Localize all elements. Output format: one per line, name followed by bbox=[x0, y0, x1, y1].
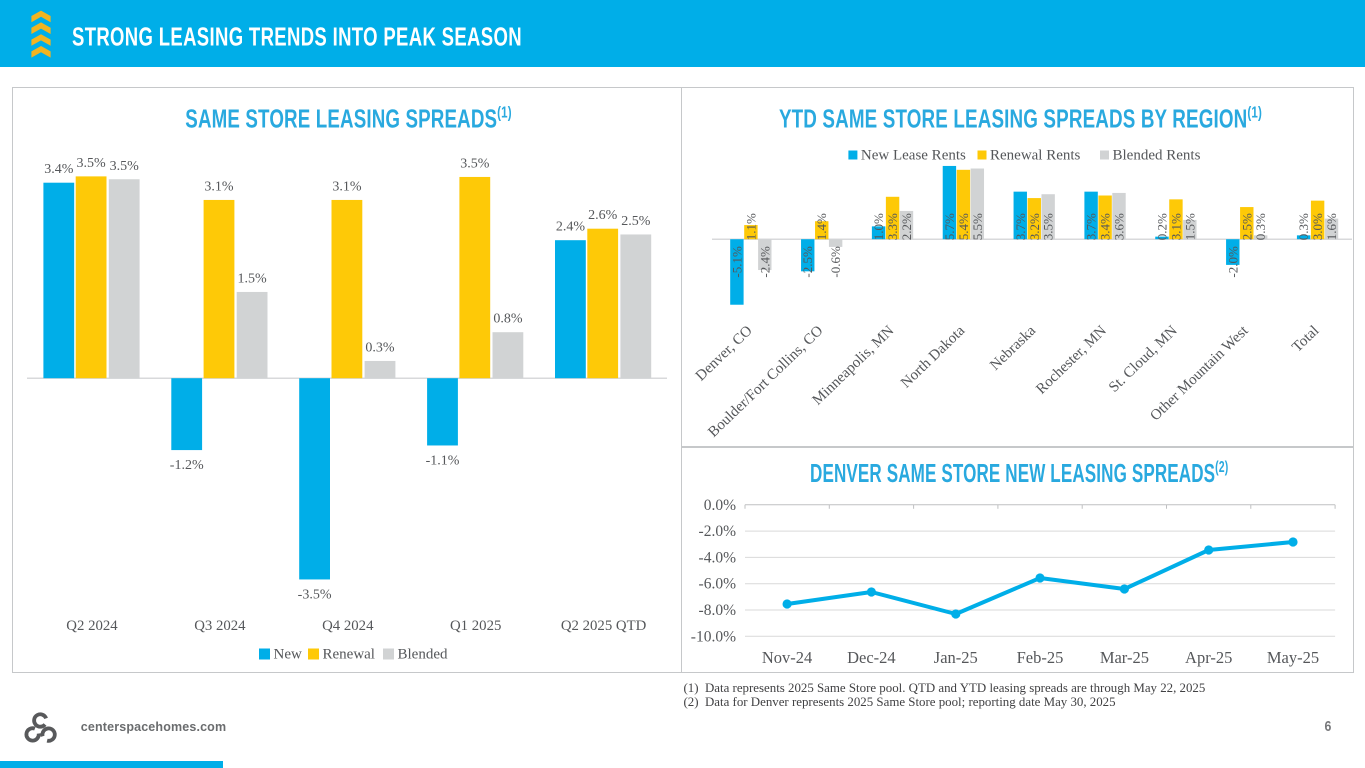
svg-text:3.2%: 3.2% bbox=[1027, 213, 1042, 240]
svg-text:3.5%: 3.5% bbox=[1041, 213, 1056, 240]
svg-text:centerspacehomes.com: centerspacehomes.com bbox=[81, 720, 226, 734]
svg-text:Q2 2025 QTD: Q2 2025 QTD bbox=[561, 618, 647, 634]
svg-text:Nebraska: Nebraska bbox=[987, 323, 1039, 374]
svg-text:-1.1%: -1.1% bbox=[426, 454, 460, 469]
svg-text:3.0%: 3.0% bbox=[1310, 213, 1325, 240]
svg-text:-2.4%: -2.4% bbox=[757, 246, 772, 278]
svg-text:North Dakota: North Dakota bbox=[898, 323, 968, 392]
svg-text:3.7%: 3.7% bbox=[1013, 213, 1028, 240]
svg-text:New Lease Rents: New Lease Rents bbox=[861, 148, 966, 164]
svg-text:Rochester, MN: Rochester, MN bbox=[1033, 323, 1110, 398]
svg-text:-4.0%: -4.0% bbox=[699, 549, 737, 566]
svg-text:St. Cloud, MN: St. Cloud, MN bbox=[1106, 323, 1181, 396]
svg-text:-6.0%: -6.0% bbox=[699, 576, 737, 593]
svg-text:2.6%: 2.6% bbox=[588, 208, 618, 223]
svg-text:2.5%: 2.5% bbox=[1239, 213, 1254, 240]
svg-text:Nov-24: Nov-24 bbox=[762, 648, 812, 667]
svg-text:Mar-25: Mar-25 bbox=[1100, 648, 1149, 667]
svg-text:2.5%: 2.5% bbox=[621, 214, 651, 229]
svg-text:6: 6 bbox=[1325, 718, 1332, 734]
svg-text:-3.5%: -3.5% bbox=[298, 588, 332, 603]
svg-text:SAME STORE LEASING SPREADS(1): SAME STORE LEASING SPREADS(1) bbox=[185, 103, 511, 134]
svg-text:3.1%: 3.1% bbox=[332, 179, 362, 194]
svg-text:-5.1%: -5.1% bbox=[729, 246, 744, 278]
svg-text:0.2%: 0.2% bbox=[1154, 213, 1169, 240]
svg-text:-1.2%: -1.2% bbox=[170, 458, 204, 473]
svg-text:3.5%: 3.5% bbox=[460, 156, 490, 171]
svg-text:2.2%: 2.2% bbox=[899, 213, 914, 240]
svg-text:DENVER SAME STORE NEW LEASING: DENVER SAME STORE NEW LEASING SPREADS(2) bbox=[810, 458, 1228, 488]
svg-text:5.5%: 5.5% bbox=[970, 213, 985, 240]
svg-text:3.6%: 3.6% bbox=[1112, 213, 1127, 240]
svg-text:3.1%: 3.1% bbox=[1168, 213, 1183, 240]
svg-text:3.5%: 3.5% bbox=[110, 159, 140, 174]
svg-text:1.1%: 1.1% bbox=[743, 213, 758, 240]
svg-text:-2.0%: -2.0% bbox=[699, 523, 737, 540]
svg-text:May-25: May-25 bbox=[1267, 648, 1319, 667]
svg-text:Q3 2024: Q3 2024 bbox=[194, 618, 246, 634]
svg-text:0.3%: 0.3% bbox=[365, 340, 395, 355]
svg-text:Total: Total bbox=[1289, 323, 1322, 356]
svg-text:5.4%: 5.4% bbox=[956, 213, 971, 240]
svg-text:1.0%: 1.0% bbox=[871, 213, 886, 240]
svg-text:2.4%: 2.4% bbox=[556, 220, 586, 235]
svg-text:-2.5%: -2.5% bbox=[800, 246, 815, 278]
svg-text:-10.0%: -10.0% bbox=[691, 628, 736, 645]
svg-text:1.4%: 1.4% bbox=[814, 213, 829, 240]
svg-text:(1) Data represents 2025 Same: (1) Data represents 2025 Same Store pool… bbox=[684, 681, 1206, 695]
svg-text:1.6%: 1.6% bbox=[1324, 213, 1339, 240]
svg-text:-0.6%: -0.6% bbox=[828, 246, 843, 278]
svg-text:-8.0%: -8.0% bbox=[699, 602, 737, 619]
svg-text:Apr-25: Apr-25 bbox=[1185, 648, 1232, 667]
svg-text:Boulder/Fort Collins, CO: Boulder/Fort Collins, CO bbox=[705, 323, 826, 441]
svg-text:Feb-25: Feb-25 bbox=[1017, 648, 1064, 667]
svg-text:Jan-25: Jan-25 bbox=[934, 648, 978, 667]
svg-text:3.4%: 3.4% bbox=[1098, 213, 1113, 240]
svg-text:Blended: Blended bbox=[398, 647, 448, 663]
svg-text:0.3%: 0.3% bbox=[1296, 213, 1311, 240]
svg-text:3.5%: 3.5% bbox=[77, 156, 107, 171]
svg-text:Q1 2025: Q1 2025 bbox=[450, 618, 501, 634]
svg-text:0.0%: 0.0% bbox=[704, 497, 736, 514]
svg-text:5.7%: 5.7% bbox=[942, 213, 957, 240]
svg-text:3.1%: 3.1% bbox=[204, 179, 234, 194]
svg-text:-2.0%: -2.0% bbox=[1225, 246, 1240, 278]
svg-text:3.7%: 3.7% bbox=[1084, 213, 1099, 240]
svg-text:0.8%: 0.8% bbox=[493, 312, 523, 327]
svg-text:Q4 2024: Q4 2024 bbox=[322, 618, 374, 634]
svg-text:Blended Rents: Blended Rents bbox=[1113, 148, 1201, 164]
svg-text:Denver, CO: Denver, CO bbox=[693, 323, 756, 385]
svg-text:0.3%: 0.3% bbox=[1253, 213, 1268, 240]
svg-text:(2) Data for Denver represent: (2) Data for Denver represents 2025 Same… bbox=[684, 695, 1116, 709]
svg-text:3.3%: 3.3% bbox=[885, 213, 900, 240]
svg-text:1.5%: 1.5% bbox=[238, 271, 268, 286]
svg-text:Dec-24: Dec-24 bbox=[847, 648, 896, 667]
svg-text:Renewal Rents: Renewal Rents bbox=[990, 148, 1081, 164]
svg-text:1.5%: 1.5% bbox=[1182, 213, 1197, 240]
svg-text:Q2 2024: Q2 2024 bbox=[66, 618, 118, 634]
svg-text:STRONG LEASING TRENDS INTO PEA: STRONG LEASING TRENDS INTO PEAK SEASON bbox=[72, 22, 522, 51]
svg-text:Renewal: Renewal bbox=[323, 647, 375, 663]
svg-text:YTD SAME STORE LEASING SPREADS: YTD SAME STORE LEASING SPREADS BY REGION… bbox=[779, 103, 1262, 134]
svg-text:New: New bbox=[274, 647, 302, 663]
svg-text:3.4%: 3.4% bbox=[44, 162, 74, 177]
